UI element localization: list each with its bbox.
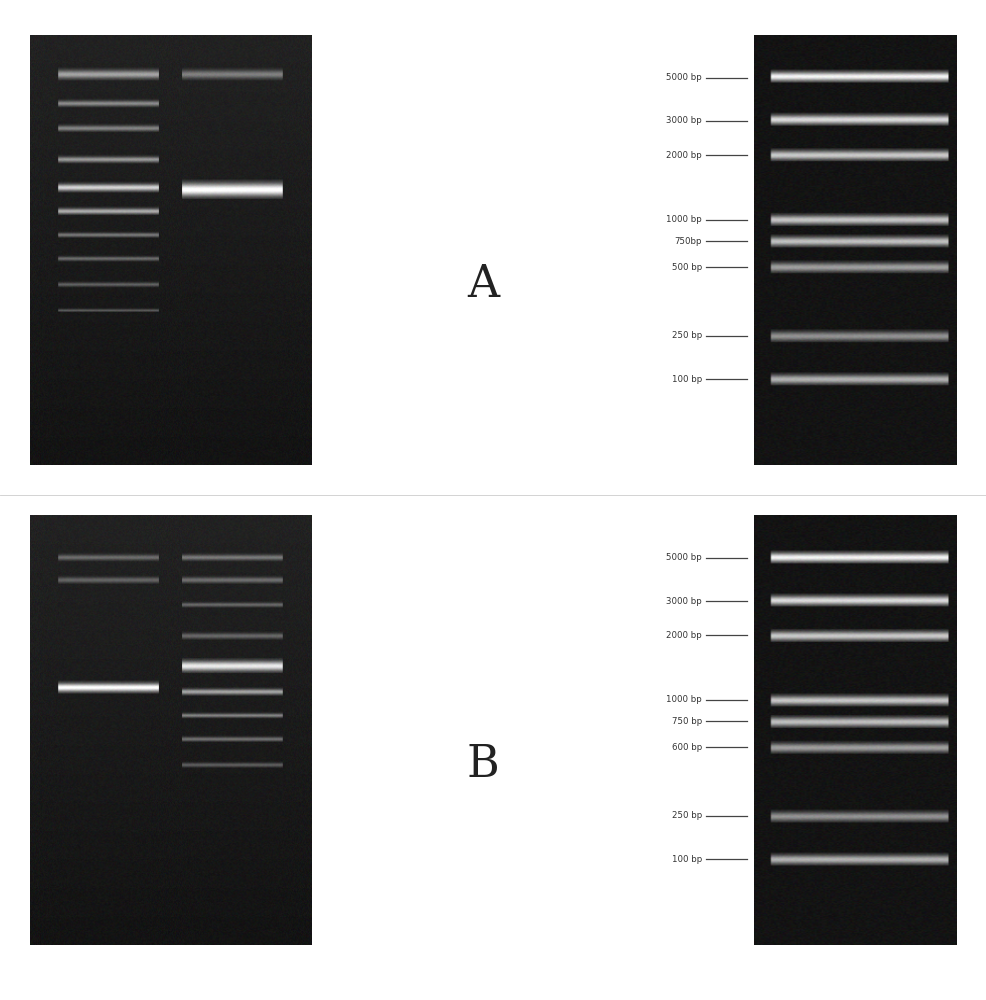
Text: 250 bp: 250 bp bbox=[671, 332, 702, 340]
Text: 1000 bp: 1000 bp bbox=[667, 695, 702, 704]
Text: 1000 bp: 1000 bp bbox=[667, 215, 702, 224]
Text: 100 bp: 100 bp bbox=[671, 854, 702, 863]
Text: 5000 bp: 5000 bp bbox=[667, 73, 702, 82]
Text: 500 bp: 500 bp bbox=[671, 263, 702, 272]
Text: 600 bp: 600 bp bbox=[671, 743, 702, 752]
Text: 2000 bp: 2000 bp bbox=[667, 151, 702, 160]
Text: 3000 bp: 3000 bp bbox=[667, 116, 702, 125]
Text: 100 bp: 100 bp bbox=[671, 374, 702, 383]
Text: 250 bp: 250 bp bbox=[671, 812, 702, 820]
Text: B: B bbox=[466, 743, 500, 786]
Text: 750bp: 750bp bbox=[674, 237, 702, 246]
Text: 3000 bp: 3000 bp bbox=[667, 596, 702, 605]
Text: 5000 bp: 5000 bp bbox=[667, 554, 702, 562]
Text: A: A bbox=[467, 263, 499, 306]
Text: 2000 bp: 2000 bp bbox=[667, 631, 702, 640]
Text: 750 bp: 750 bp bbox=[671, 717, 702, 726]
